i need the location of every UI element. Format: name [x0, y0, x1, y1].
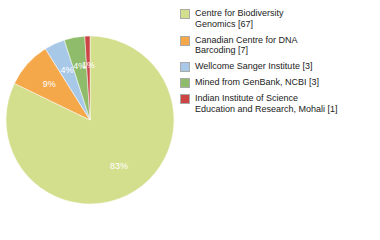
svg-text:9%: 9%: [43, 79, 56, 89]
html-text:Canadian Centre for DNA Barcod: Canadian Centre for DNA Barcoding [7]: [195, 34, 298, 56]
svg-text:83%: 83%: [110, 161, 128, 171]
html-text:Wellcome Sanger Institute [3]: Wellcome Sanger Institute [3]: [195, 61, 313, 72]
html-text:Indian Institute of Science Ed: Indian Institute of Science Education an…: [195, 93, 338, 114]
svg-text:4%: 4%: [73, 61, 87, 72]
html-text:Centre for Biodiversity Genomi: Centre for Biodiversity Genomics [67]: [195, 8, 284, 29]
svg-text:1%: 1%: [82, 60, 95, 70]
html-text:Mined from GenBank, NCBI [3]: Mined from GenBank, NCBI [3]: [195, 77, 320, 88]
svg-text:4%: 4%: [60, 65, 73, 75]
